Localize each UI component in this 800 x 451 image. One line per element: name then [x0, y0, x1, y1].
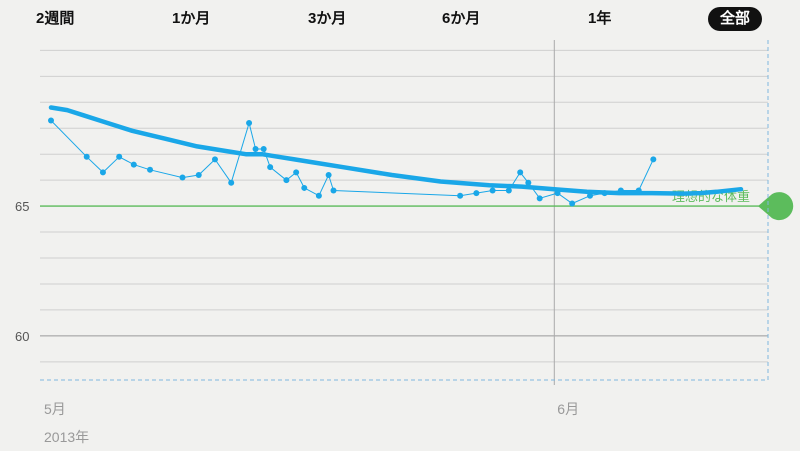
goal-handle-shape[interactable]	[758, 192, 794, 221]
weight-point	[147, 166, 154, 173]
y-tick-label: 65	[15, 199, 29, 214]
weight-point	[536, 195, 543, 202]
weight-point	[83, 153, 90, 160]
weight-point	[569, 200, 576, 207]
weight-point	[325, 171, 332, 178]
weight-point	[252, 146, 259, 153]
weight-point	[473, 190, 480, 197]
weight-point	[283, 177, 290, 184]
weight-point	[48, 117, 54, 124]
tab-3-months[interactable]: 3か月	[308, 10, 347, 27]
weight-point	[130, 161, 137, 168]
goal-weight-handle[interactable]	[758, 192, 794, 221]
weight-point	[517, 169, 524, 176]
weight-point	[211, 156, 218, 163]
series-layer	[48, 105, 744, 207]
trend-line	[48, 105, 744, 196]
weight-point	[260, 146, 267, 153]
weight-point	[228, 179, 235, 186]
weight-point	[179, 174, 186, 181]
weight-point	[650, 156, 657, 163]
y-tick-labels: 65 60	[15, 199, 29, 344]
weight-point	[246, 120, 253, 127]
weight-point	[293, 169, 300, 176]
weight-point	[99, 169, 106, 176]
weight-point	[267, 164, 274, 171]
weight-point	[116, 153, 123, 160]
year-label: 2013年	[44, 429, 89, 445]
gridlines	[40, 49, 768, 363]
tab-all[interactable]: 全部	[708, 7, 763, 31]
weight-point	[315, 192, 322, 199]
x-tick-label: 5月	[44, 401, 66, 417]
weight-point	[457, 192, 464, 199]
weight-point	[301, 184, 308, 191]
weight-point	[489, 187, 496, 194]
tab-1-year[interactable]: 1年	[588, 10, 612, 27]
weight-line	[50, 120, 654, 205]
tab-1-month[interactable]: 1か月	[172, 10, 211, 27]
weight-point	[505, 187, 512, 194]
weight-point	[330, 187, 337, 194]
weight-point	[525, 179, 532, 186]
y-tick-label: 60	[15, 329, 29, 344]
plot-dashed-frame	[40, 40, 768, 380]
x-tick-labels: 5月 6月	[44, 401, 579, 417]
x-tick-label: 6月	[557, 401, 579, 417]
range-tabs: 2週間 1か月 3か月 6か月 1年 全部	[0, 0, 800, 36]
tab-6-months[interactable]: 6か月	[442, 10, 481, 27]
tab-2-weeks[interactable]: 2週間	[36, 10, 75, 27]
weight-point	[195, 171, 202, 178]
